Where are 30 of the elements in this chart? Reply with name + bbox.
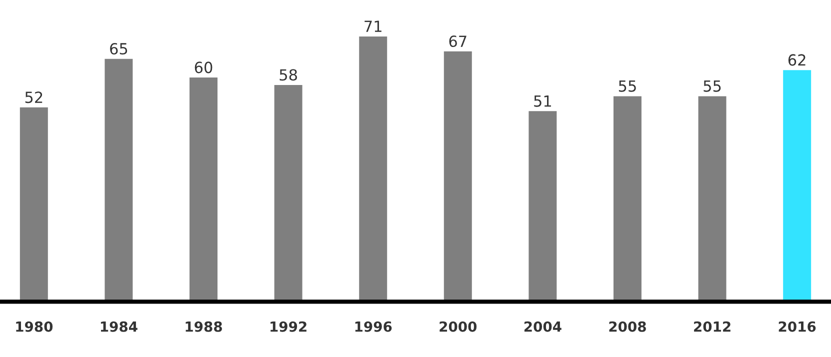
data-label: 51 xyxy=(534,95,552,107)
data-label: 67 xyxy=(449,36,466,48)
bar xyxy=(444,51,472,302)
data-label: 65 xyxy=(110,42,128,55)
bar xyxy=(274,85,302,302)
x-tick-label: 1988 xyxy=(186,321,222,332)
bar xyxy=(783,70,812,302)
x-tick-label: 1992 xyxy=(270,321,306,332)
x-tick-label: 2016 xyxy=(778,321,816,332)
data-label: 60 xyxy=(194,62,212,74)
x-tick-label: 1996 xyxy=(355,321,392,332)
bar xyxy=(614,96,642,302)
x-tick-label: 2012 xyxy=(694,321,730,332)
data-label: 52 xyxy=(25,92,42,104)
bar xyxy=(698,96,726,302)
bar xyxy=(20,107,48,302)
bar xyxy=(359,36,388,302)
bar xyxy=(190,78,218,302)
data-label: 58 xyxy=(280,69,297,81)
data-label: 71 xyxy=(364,20,382,32)
x-tick-label: 2008 xyxy=(609,321,646,332)
data-label: 62 xyxy=(788,54,806,66)
data-label: 55 xyxy=(618,80,636,92)
x-tick-label: 1984 xyxy=(100,321,138,332)
x-tick-label: 2004 xyxy=(524,321,562,332)
bar xyxy=(104,58,133,302)
x-tick-label: 2000 xyxy=(440,321,477,332)
x-tick-label: 1980 xyxy=(16,321,53,332)
bar xyxy=(528,111,557,302)
data-label: 55 xyxy=(704,80,721,92)
